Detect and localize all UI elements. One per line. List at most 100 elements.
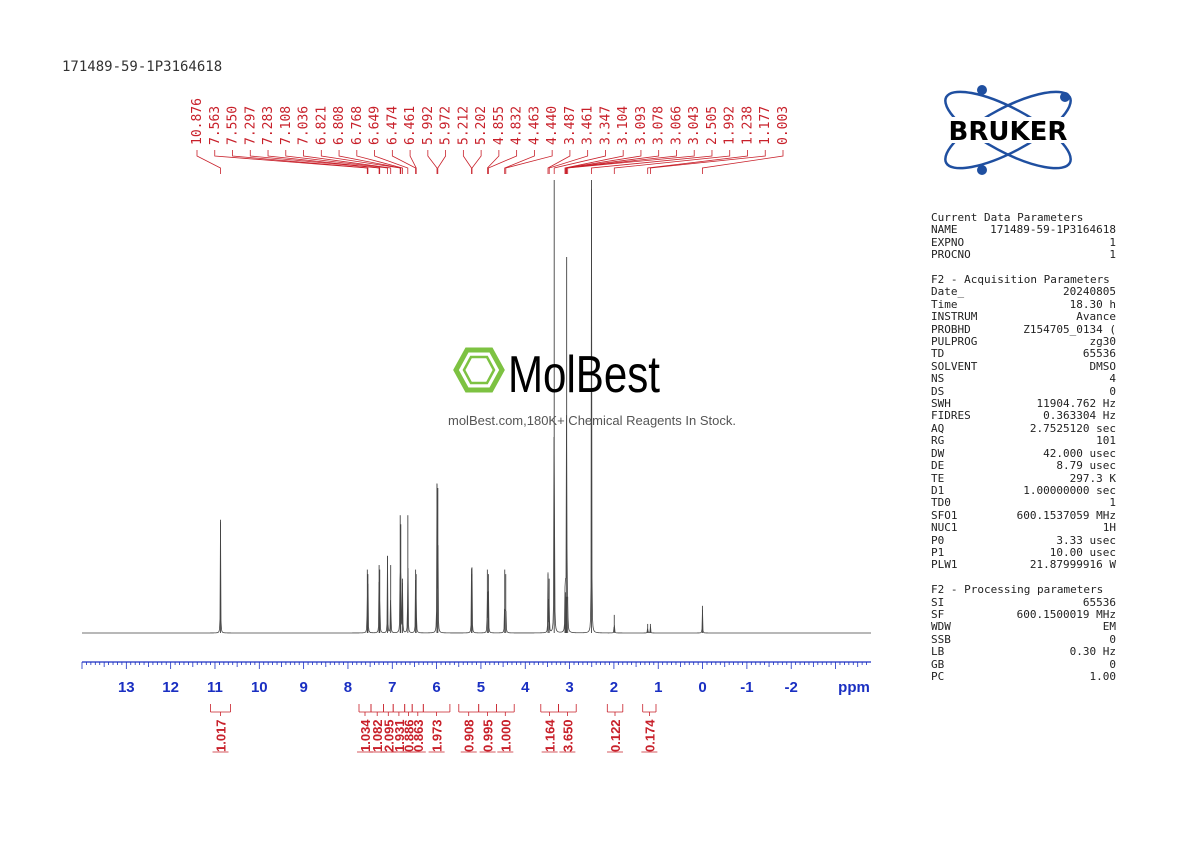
x-tick-label: 2	[610, 679, 618, 696]
param-row: SFO1 600.1537059 MHz	[931, 509, 1116, 522]
peak-label: 3.066	[669, 106, 684, 145]
param-key: D1	[931, 483, 945, 497]
peak-label: 6.808	[332, 106, 347, 145]
peak-label-leader	[553, 150, 606, 174]
spectrum-line	[82, 189, 871, 634]
integral-value: 1.931	[392, 719, 407, 752]
peak-label-leader	[338, 150, 402, 174]
integral-bracket	[404, 704, 413, 716]
param-key: DS	[931, 384, 945, 398]
param-value: 1.00	[1089, 670, 1117, 683]
peak-label: 7.036	[297, 106, 312, 145]
param-key: GB	[931, 657, 945, 671]
peak-label-leader	[303, 150, 392, 174]
integral-bracket	[210, 704, 231, 716]
peak-label: 4.832	[510, 106, 525, 145]
integral-bracket	[606, 704, 624, 716]
peak-label-leader	[462, 150, 472, 174]
peak-label-leader	[267, 150, 381, 174]
param-section-heading: F2 - Processing parameters	[931, 583, 1104, 597]
integral-bracket	[392, 704, 406, 716]
param-value: 0.30 Hz	[1069, 645, 1116, 659]
peak-label-leader	[591, 150, 713, 174]
integral-value: 1.000	[498, 719, 513, 752]
param-row: DS 0	[931, 384, 1116, 398]
peak-label: 7.283	[261, 106, 276, 145]
param-value: DMSO	[1089, 359, 1117, 373]
peak-label-leader	[567, 150, 695, 174]
bruker-brand: BRUKER	[949, 117, 1068, 147]
peak-label: 5.202	[474, 106, 489, 145]
x-tick-label: 1	[654, 679, 662, 696]
peak-label: 7.108	[279, 106, 294, 145]
peak-label: 2.505	[705, 106, 720, 145]
param-key: SF	[931, 607, 945, 621]
param-value: 0.363304 Hz	[1043, 409, 1116, 423]
param-row: NUC1 1H	[931, 521, 1116, 534]
integral-value: 1.973	[430, 719, 445, 752]
data-parameters-panel: Current Data Parameters NAME 171489-59-1P3…	[931, 211, 1117, 683]
param-section-heading: F2 - Acquisition Parameters	[931, 273, 1110, 287]
peak-label-leader	[320, 150, 401, 174]
param-key: Date_	[931, 285, 965, 299]
integral-bracket	[540, 704, 559, 716]
peak-label-leader	[650, 150, 766, 174]
peak-label-leader	[565, 150, 642, 174]
peak-label-leader	[566, 150, 677, 174]
param-row: INSTRUM Avance	[931, 310, 1116, 323]
integral-bracket	[411, 704, 424, 716]
param-value: 11904.762 Hz	[1036, 397, 1116, 411]
param-value: zg30	[1089, 335, 1117, 349]
peak-label-leader	[613, 150, 731, 174]
param-value: 0	[1109, 384, 1116, 398]
integral-value: 3.650	[560, 719, 575, 752]
integral-value: 0.995	[481, 719, 496, 752]
param-key: DW	[931, 446, 945, 460]
x-tick-label: 9	[299, 679, 307, 696]
param-row: RG 101	[931, 434, 1116, 448]
param-value: 101	[1096, 434, 1116, 448]
peak-label: 10.876	[190, 98, 205, 145]
bruker-logo: BRUKER	[922, 82, 1094, 178]
peak-label: 7.563	[208, 106, 223, 145]
param-value: 42.000 usec	[1043, 446, 1116, 460]
integral-value: 0.908	[462, 719, 477, 752]
param-row: PROCNO 1	[931, 248, 1116, 262]
peak-label: 5.972	[439, 106, 454, 145]
param-row: DE 8.79 usec	[931, 459, 1116, 472]
integral-bracket	[642, 704, 657, 716]
param-value: 1	[1109, 248, 1116, 262]
peak-label: 3.093	[634, 106, 649, 145]
integral-bracket	[422, 704, 451, 716]
peak-label: 3.461	[581, 106, 596, 145]
param-value: 65536	[1082, 347, 1116, 361]
param-row: Date_ 20240805	[931, 285, 1116, 299]
integral-bracket	[458, 704, 480, 716]
param-row: P0 3.33 usec	[931, 534, 1116, 547]
x-tick-label: 3	[565, 679, 573, 696]
x-axis-group: 13 12 11 10 9 8 7 6 5 4 3 2 1 0 -1 -2 ppm	[81, 661, 871, 696]
peak-label-leader	[374, 150, 409, 174]
integral-value: 0.863	[411, 719, 426, 752]
peak-label-leader	[505, 150, 553, 174]
benzene-ring-icon	[453, 347, 505, 393]
peak-label-leader	[391, 150, 416, 174]
peak-label-leader	[471, 150, 482, 174]
peak-label-leader	[196, 150, 221, 174]
param-value: 10.00 usec	[1049, 545, 1116, 559]
peak-label-leader	[356, 150, 403, 174]
integral-value: 0.122	[608, 719, 623, 752]
param-row: P1 10.00 usec	[931, 545, 1116, 559]
param-value: 4	[1109, 372, 1116, 386]
peak-label-leader	[504, 150, 535, 174]
param-key: SSB	[931, 632, 951, 646]
param-key: FIDRES	[931, 409, 971, 423]
peak-label: 3.078	[652, 106, 667, 145]
peak-label: 6.649	[368, 106, 383, 145]
integral-value: 1.017	[214, 719, 229, 752]
x-axis-label: ppm	[838, 679, 870, 696]
param-key: Time	[931, 297, 958, 311]
integral-value: 2.095	[381, 719, 396, 752]
param-row: TE 297.3 K	[931, 472, 1116, 485]
